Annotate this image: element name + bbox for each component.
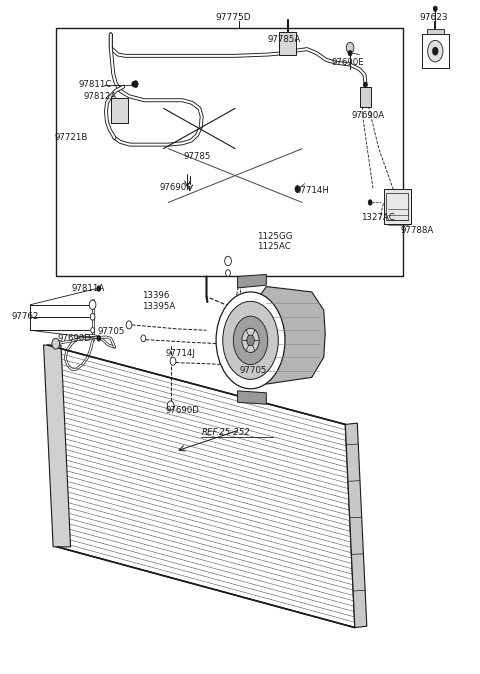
Text: 97788A: 97788A [400, 226, 433, 235]
Circle shape [226, 270, 230, 276]
Text: 1125AC: 1125AC [257, 242, 290, 251]
Circle shape [223, 301, 278, 379]
Text: 97690E: 97690E [332, 58, 365, 67]
Polygon shape [238, 391, 266, 404]
Text: 97811C: 97811C [78, 80, 112, 88]
Bar [422, 34, 449, 68]
Circle shape [141, 335, 146, 342]
Text: 97762: 97762 [11, 312, 38, 321]
Text: 97714H: 97714H [295, 186, 329, 195]
Circle shape [233, 316, 268, 365]
Bar [384, 189, 411, 224]
Circle shape [132, 82, 136, 87]
Polygon shape [238, 274, 266, 288]
Polygon shape [44, 345, 71, 547]
Circle shape [363, 82, 367, 88]
Text: 97705: 97705 [239, 366, 266, 375]
Text: 13395A: 13395A [142, 302, 175, 311]
Circle shape [89, 300, 96, 309]
Circle shape [52, 338, 60, 349]
Text: 1327AC: 1327AC [360, 213, 395, 222]
Bar [360, 87, 371, 107]
Circle shape [368, 200, 372, 205]
Circle shape [133, 81, 138, 88]
Circle shape [97, 286, 101, 291]
Text: 97785: 97785 [183, 152, 211, 161]
Text: 97812A: 97812A [83, 92, 116, 100]
Circle shape [90, 313, 95, 320]
Circle shape [433, 6, 437, 11]
Circle shape [225, 256, 231, 266]
Circle shape [432, 47, 438, 55]
Text: REF.25-252: REF.25-252 [202, 428, 251, 437]
Text: 97690D: 97690D [166, 406, 200, 415]
Circle shape [170, 357, 176, 365]
Polygon shape [345, 423, 367, 627]
Circle shape [167, 401, 174, 410]
Bar [386, 193, 408, 220]
Polygon shape [259, 286, 325, 384]
Text: 97721B: 97721B [54, 133, 88, 142]
Circle shape [216, 292, 285, 389]
Circle shape [126, 321, 132, 329]
Circle shape [247, 335, 254, 346]
Text: 1125GG: 1125GG [257, 232, 292, 241]
Bar [111, 98, 128, 123]
Text: 97811A: 97811A [72, 284, 105, 293]
Bar [279, 32, 297, 55]
Circle shape [295, 185, 300, 192]
Text: 97690F: 97690F [159, 183, 192, 192]
Bar [56, 28, 403, 276]
Text: 97623: 97623 [420, 13, 448, 22]
Circle shape [348, 51, 352, 56]
Text: 97775D: 97775D [215, 13, 251, 22]
Text: 13396: 13396 [142, 290, 169, 300]
Bar [427, 29, 444, 34]
Polygon shape [48, 345, 355, 627]
Circle shape [346, 42, 354, 53]
Text: 97714J: 97714J [166, 349, 196, 359]
Text: 97785A: 97785A [268, 35, 301, 44]
Text: 97705: 97705 [97, 327, 125, 336]
Circle shape [97, 336, 101, 341]
Circle shape [242, 328, 259, 353]
Circle shape [91, 328, 95, 333]
Text: 97690A: 97690A [351, 111, 384, 119]
Text: 97690D: 97690D [57, 334, 91, 343]
Circle shape [428, 40, 443, 62]
